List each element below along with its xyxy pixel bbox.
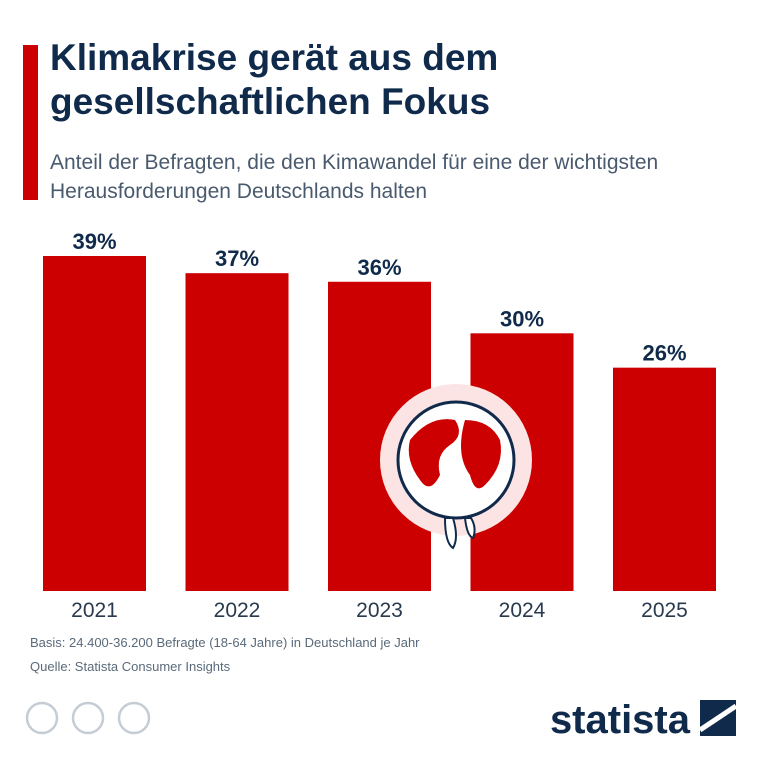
value-label: 37% <box>215 246 259 271</box>
bar <box>613 367 716 591</box>
value-label: 30% <box>500 306 544 331</box>
x-tick-label: 2025 <box>641 599 688 622</box>
x-tick-label: 2021 <box>71 599 118 622</box>
bar <box>43 256 146 591</box>
brand-logo: statista <box>550 698 691 742</box>
value-label: 26% <box>642 341 686 366</box>
x-tick-label: 2023 <box>356 599 403 622</box>
title-box: Klimakrise gerät aus dem gesellschaftlic… <box>50 37 499 122</box>
note: Basis: 24.400-36.200 Befragte (18-64 Jah… <box>30 635 420 650</box>
source: Quelle: Statista Consumer Insights <box>30 659 231 674</box>
accent-bar <box>23 45 38 200</box>
x-tick-label: 2024 <box>499 599 546 622</box>
brand-mark-stroke <box>698 703 738 733</box>
globe-icon <box>380 384 532 550</box>
x-tick-label: 2022 <box>214 599 261 622</box>
value-label: 39% <box>72 229 116 254</box>
chart-subtitle: Anteil der Befragten, die den Kimawandel… <box>50 151 659 203</box>
license-icons <box>25 701 151 735</box>
subtitle-box: Anteil der Befragten, die den Kimawandel… <box>50 151 659 203</box>
bars: 39% 2021 37% 2022 36% 2023 30% 2024 26% 2025 <box>43 229 716 622</box>
value-label: 36% <box>357 255 401 280</box>
chart-title: Klimakrise gerät aus dem gesellschaftlic… <box>50 37 499 122</box>
bar <box>185 273 289 591</box>
